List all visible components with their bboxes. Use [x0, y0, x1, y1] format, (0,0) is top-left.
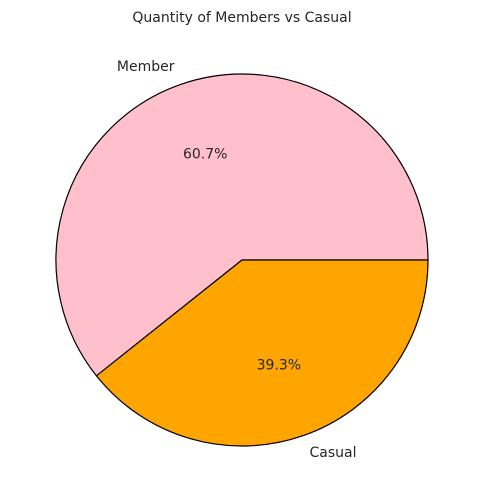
pie-labels: Member 60.7% Casual 39.3%: [117, 59, 357, 461]
chart-title: Quantity of Members vs Casual: [132, 10, 351, 26]
pct-label-casual: 39.3%: [257, 357, 301, 373]
pie-slice-casual: [95, 259, 429, 447]
slice-label-casual: Casual: [309, 445, 356, 461]
pie-slice-member: [55, 73, 429, 377]
slice-label-member: Member: [117, 59, 175, 75]
pct-label-member: 60.7%: [183, 147, 227, 163]
pie-slices: [55, 73, 429, 447]
